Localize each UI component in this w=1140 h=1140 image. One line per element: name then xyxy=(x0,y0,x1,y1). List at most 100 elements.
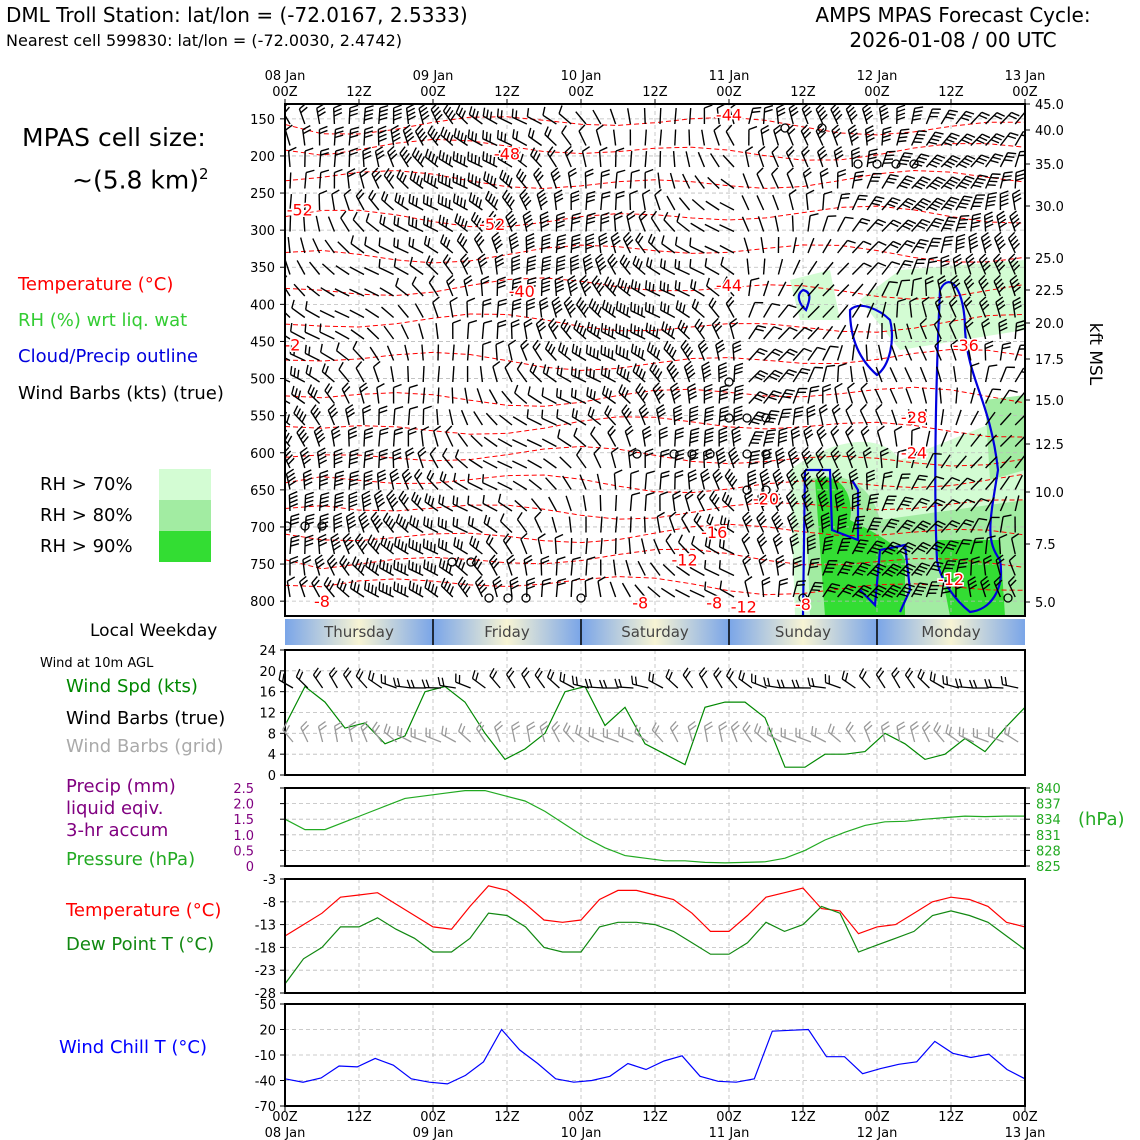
wind-barb xyxy=(457,433,469,447)
wind-barb xyxy=(643,107,646,125)
wind-barb xyxy=(851,539,869,555)
wind-barb xyxy=(1012,296,1022,318)
wind-barb xyxy=(530,498,543,512)
wind-barb xyxy=(1009,210,1021,232)
wind-barb xyxy=(907,409,913,426)
wind-barb xyxy=(473,232,485,254)
y-right-tick-label: 5.0 xyxy=(1035,596,1056,611)
wind-barb xyxy=(585,190,596,211)
wind-barb xyxy=(567,275,578,297)
grid-wind-barb xyxy=(718,721,728,743)
wind-barb xyxy=(777,281,787,297)
wind-barb xyxy=(653,538,661,555)
wind-barb xyxy=(1007,231,1021,254)
temperature-label: -8 xyxy=(632,594,648,613)
surface-wind-barb xyxy=(751,673,767,689)
wind-barb xyxy=(622,231,634,254)
wind-barb xyxy=(425,255,439,276)
weekday-label: Monday xyxy=(921,623,980,641)
wind-barb xyxy=(940,176,961,190)
wind-barb xyxy=(492,575,503,598)
wind-barb xyxy=(704,537,720,555)
wind-barb xyxy=(672,490,682,512)
surface-wind-barb xyxy=(343,667,353,689)
wind-barb xyxy=(482,494,498,512)
y-right-tick-label: 45.0 xyxy=(1035,98,1064,113)
wind-barb xyxy=(893,425,903,447)
calm-circle xyxy=(724,413,734,423)
wind-barb xyxy=(340,210,350,232)
wind-barb xyxy=(676,565,691,577)
wind-barb xyxy=(896,473,911,490)
wind-barb xyxy=(630,279,646,297)
wind-barb xyxy=(719,201,735,211)
wind-barb xyxy=(601,385,617,405)
wind-barb xyxy=(866,282,878,297)
wind-barb xyxy=(866,323,871,340)
wind-barb xyxy=(408,216,424,233)
wind-barb xyxy=(647,586,661,598)
wind-barb xyxy=(629,169,640,189)
wind-barb xyxy=(845,425,854,447)
y-left-tick-label: 350 xyxy=(250,261,275,276)
top-hour-label: 12Z xyxy=(642,85,668,100)
wind-barb xyxy=(285,104,291,125)
wind-barb xyxy=(772,468,785,490)
grid-wind-barb xyxy=(742,721,753,743)
wind-barb xyxy=(448,409,454,426)
wind-barb xyxy=(792,327,813,340)
wind-barb xyxy=(584,168,594,189)
y-tick-label: 20 xyxy=(259,1024,276,1039)
wind-barb xyxy=(925,154,946,168)
temperature-contour-14 xyxy=(285,548,1025,570)
grid-wind-barb xyxy=(1004,724,1019,743)
wind-barb xyxy=(995,554,1005,576)
wind-barb xyxy=(452,193,468,211)
wind-barb xyxy=(562,475,572,490)
wind-barb xyxy=(452,344,455,361)
wind-barb xyxy=(604,276,618,297)
grid-wind-barb xyxy=(634,724,649,743)
wind-barb xyxy=(939,387,942,404)
surface-wind-barb xyxy=(546,669,560,689)
wind-barb xyxy=(575,111,587,125)
wind-barb xyxy=(392,427,404,447)
wind-barb xyxy=(285,374,291,383)
wind-barb xyxy=(896,104,906,125)
calm-circle xyxy=(817,123,827,133)
wind-barb xyxy=(674,236,690,254)
wind-barb xyxy=(688,448,699,469)
surface-wind-barb xyxy=(312,667,324,689)
wind-barb xyxy=(845,104,858,125)
wind-barb xyxy=(422,405,432,426)
wind-barb xyxy=(851,344,855,361)
wind-barb xyxy=(970,456,983,469)
y-tick-label: 12 xyxy=(259,707,276,722)
wind-barb xyxy=(339,555,350,576)
wind-barb xyxy=(896,197,917,211)
wind-barb xyxy=(516,512,528,533)
wind-barb xyxy=(332,104,343,125)
wind-barb xyxy=(303,215,306,232)
wind-barb xyxy=(442,104,456,125)
wind-barb xyxy=(851,584,872,599)
wind-barb xyxy=(516,361,528,383)
wind-barb xyxy=(607,253,618,275)
wind-barb xyxy=(304,344,320,362)
wind-barb xyxy=(558,105,572,125)
wind-barb xyxy=(432,296,440,318)
wind-barb xyxy=(482,474,498,491)
wind-barb xyxy=(289,513,300,533)
wind-barb xyxy=(672,404,683,426)
wind-barb xyxy=(703,104,713,125)
wind-barb xyxy=(985,153,1004,168)
wind-barb xyxy=(866,148,878,168)
wind-barb xyxy=(985,411,996,426)
y-right-tick-label: 7.5 xyxy=(1035,538,1056,553)
wind-barb xyxy=(370,511,383,533)
wind-barb xyxy=(378,237,394,254)
wind-barb xyxy=(831,468,843,490)
wind-barb xyxy=(437,194,454,211)
calm-circle xyxy=(724,377,734,387)
wind-barb xyxy=(866,493,880,512)
